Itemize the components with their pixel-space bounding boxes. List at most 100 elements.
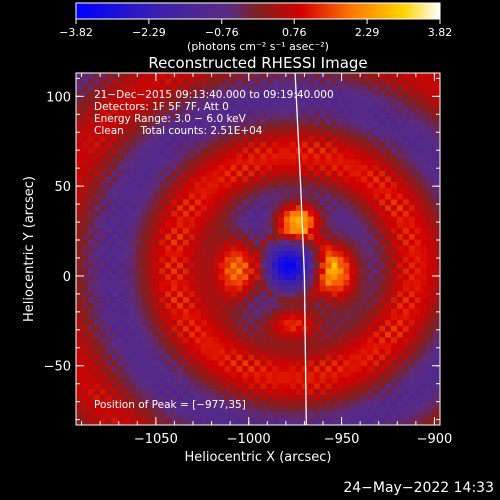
heatmap-pixel [307, 337, 315, 344]
heatmap-pixel [135, 274, 142, 281]
heatmap-pixel [159, 130, 166, 137]
heatmap-pixel [266, 216, 273, 224]
heatmap-pixel [177, 291, 184, 298]
heatmap-pixel [396, 314, 404, 321]
heatmap-pixel [402, 251, 410, 258]
heatmap-pixel [272, 147, 279, 155]
heatmap-pixel [159, 423, 166, 425]
heatmap-pixel [99, 136, 107, 143]
heatmap-pixel [206, 412, 214, 419]
heatmap-pixel [177, 124, 184, 132]
heatmap-pixel [105, 291, 113, 298]
heatmap-pixel [248, 239, 255, 247]
heatmap-pixel [93, 256, 101, 264]
heatmap-pixel [408, 371, 416, 379]
heatmap-pixel [200, 245, 208, 252]
heatmap-pixel [325, 170, 333, 178]
heatmap-pixel [105, 337, 113, 344]
heatmap-pixel [444, 205, 451, 211]
heatmap-pixel [141, 101, 148, 109]
heatmap-pixel [177, 285, 184, 292]
heatmap-pixel [248, 360, 255, 367]
heatmap-pixel [367, 383, 374, 390]
heatmap-pixel [117, 159, 125, 166]
heatmap-pixel [81, 251, 89, 258]
heatmap-pixel [385, 429, 392, 435]
heatmap-pixel [230, 262, 238, 269]
heatmap-pixel [111, 233, 119, 241]
heatmap-pixel [177, 95, 184, 103]
heatmap-pixel [420, 228, 428, 235]
heatmap-pixel [331, 302, 339, 310]
heatmap-pixel [402, 228, 410, 235]
heatmap-pixel [81, 78, 89, 86]
heatmap-pixel [105, 159, 113, 166]
heatmap-pixel [307, 297, 315, 304]
heatmap-pixel [331, 308, 339, 315]
heatmap-pixel [284, 314, 291, 321]
heatmap-pixel [81, 308, 89, 315]
heatmap-pixel [408, 348, 416, 356]
heatmap-pixel [159, 279, 166, 287]
heatmap-pixel [444, 119, 451, 125]
heatmap-pixel [182, 136, 190, 143]
heatmap-pixel [141, 331, 148, 338]
heatmap-pixel [301, 130, 309, 137]
heatmap-pixel [93, 147, 101, 155]
heatmap-pixel [218, 348, 226, 356]
heatmap-pixel [111, 130, 119, 137]
heatmap-pixel [349, 153, 356, 160]
heatmap-pixel [278, 193, 285, 201]
heatmap-pixel [379, 325, 386, 333]
heatmap-pixel [87, 124, 95, 132]
heatmap-pixel [349, 118, 356, 126]
heatmap-pixel [266, 222, 273, 229]
heatmap-pixel [414, 113, 422, 120]
heatmap-pixel [260, 354, 267, 361]
heatmap-pixel [444, 171, 451, 177]
heatmap-pixel [188, 383, 196, 390]
heatmap-pixel [307, 182, 315, 189]
heatmap-pixel [129, 176, 137, 183]
heatmap-pixel [390, 130, 398, 137]
heatmap-pixel [224, 256, 232, 264]
heatmap-pixel [373, 423, 380, 425]
heatmap-pixel [385, 331, 392, 338]
heatmap-pixel [319, 383, 327, 390]
heatmap-pixel [147, 331, 154, 338]
heatmap-pixel [248, 95, 255, 103]
heatmap-pixel [224, 199, 232, 206]
heatmap-pixel [218, 136, 226, 143]
heatmap-pixel [93, 394, 101, 402]
heatmap-pixel [337, 314, 345, 321]
heatmap-pixel [414, 251, 422, 258]
heatmap-pixel [260, 170, 267, 178]
heatmap-pixel [218, 274, 226, 281]
heatmap-pixel [432, 164, 440, 172]
heatmap-pixel [242, 302, 249, 310]
heatmap-pixel [105, 101, 113, 109]
heatmap-pixel [284, 417, 291, 425]
heatmap-pixel [224, 222, 232, 229]
heatmap-pixel [81, 371, 89, 379]
heatmap-pixel [76, 262, 83, 269]
heatmap-pixel [194, 84, 202, 91]
heatmap-pixel [93, 412, 101, 419]
heatmap-pixel [171, 159, 178, 166]
heatmap-pixel [177, 412, 184, 419]
heatmap-pixel [218, 256, 226, 264]
heatmap-pixel [272, 164, 279, 172]
heatmap-pixel [319, 268, 327, 275]
heatmap-pixel [117, 124, 125, 132]
heatmap-pixel [188, 256, 196, 264]
heatmap-pixel [438, 412, 440, 419]
heatmap-pixel [230, 389, 238, 396]
heatmap-pixel [254, 228, 261, 235]
heatmap-pixel [432, 136, 440, 143]
heatmap-pixel [355, 170, 362, 178]
heatmap-pixel [331, 187, 339, 195]
heatmap-pixel [111, 101, 119, 109]
heatmap-pixel [307, 262, 315, 269]
heatmap-pixel [373, 147, 380, 155]
heatmap-pixel [182, 170, 190, 178]
